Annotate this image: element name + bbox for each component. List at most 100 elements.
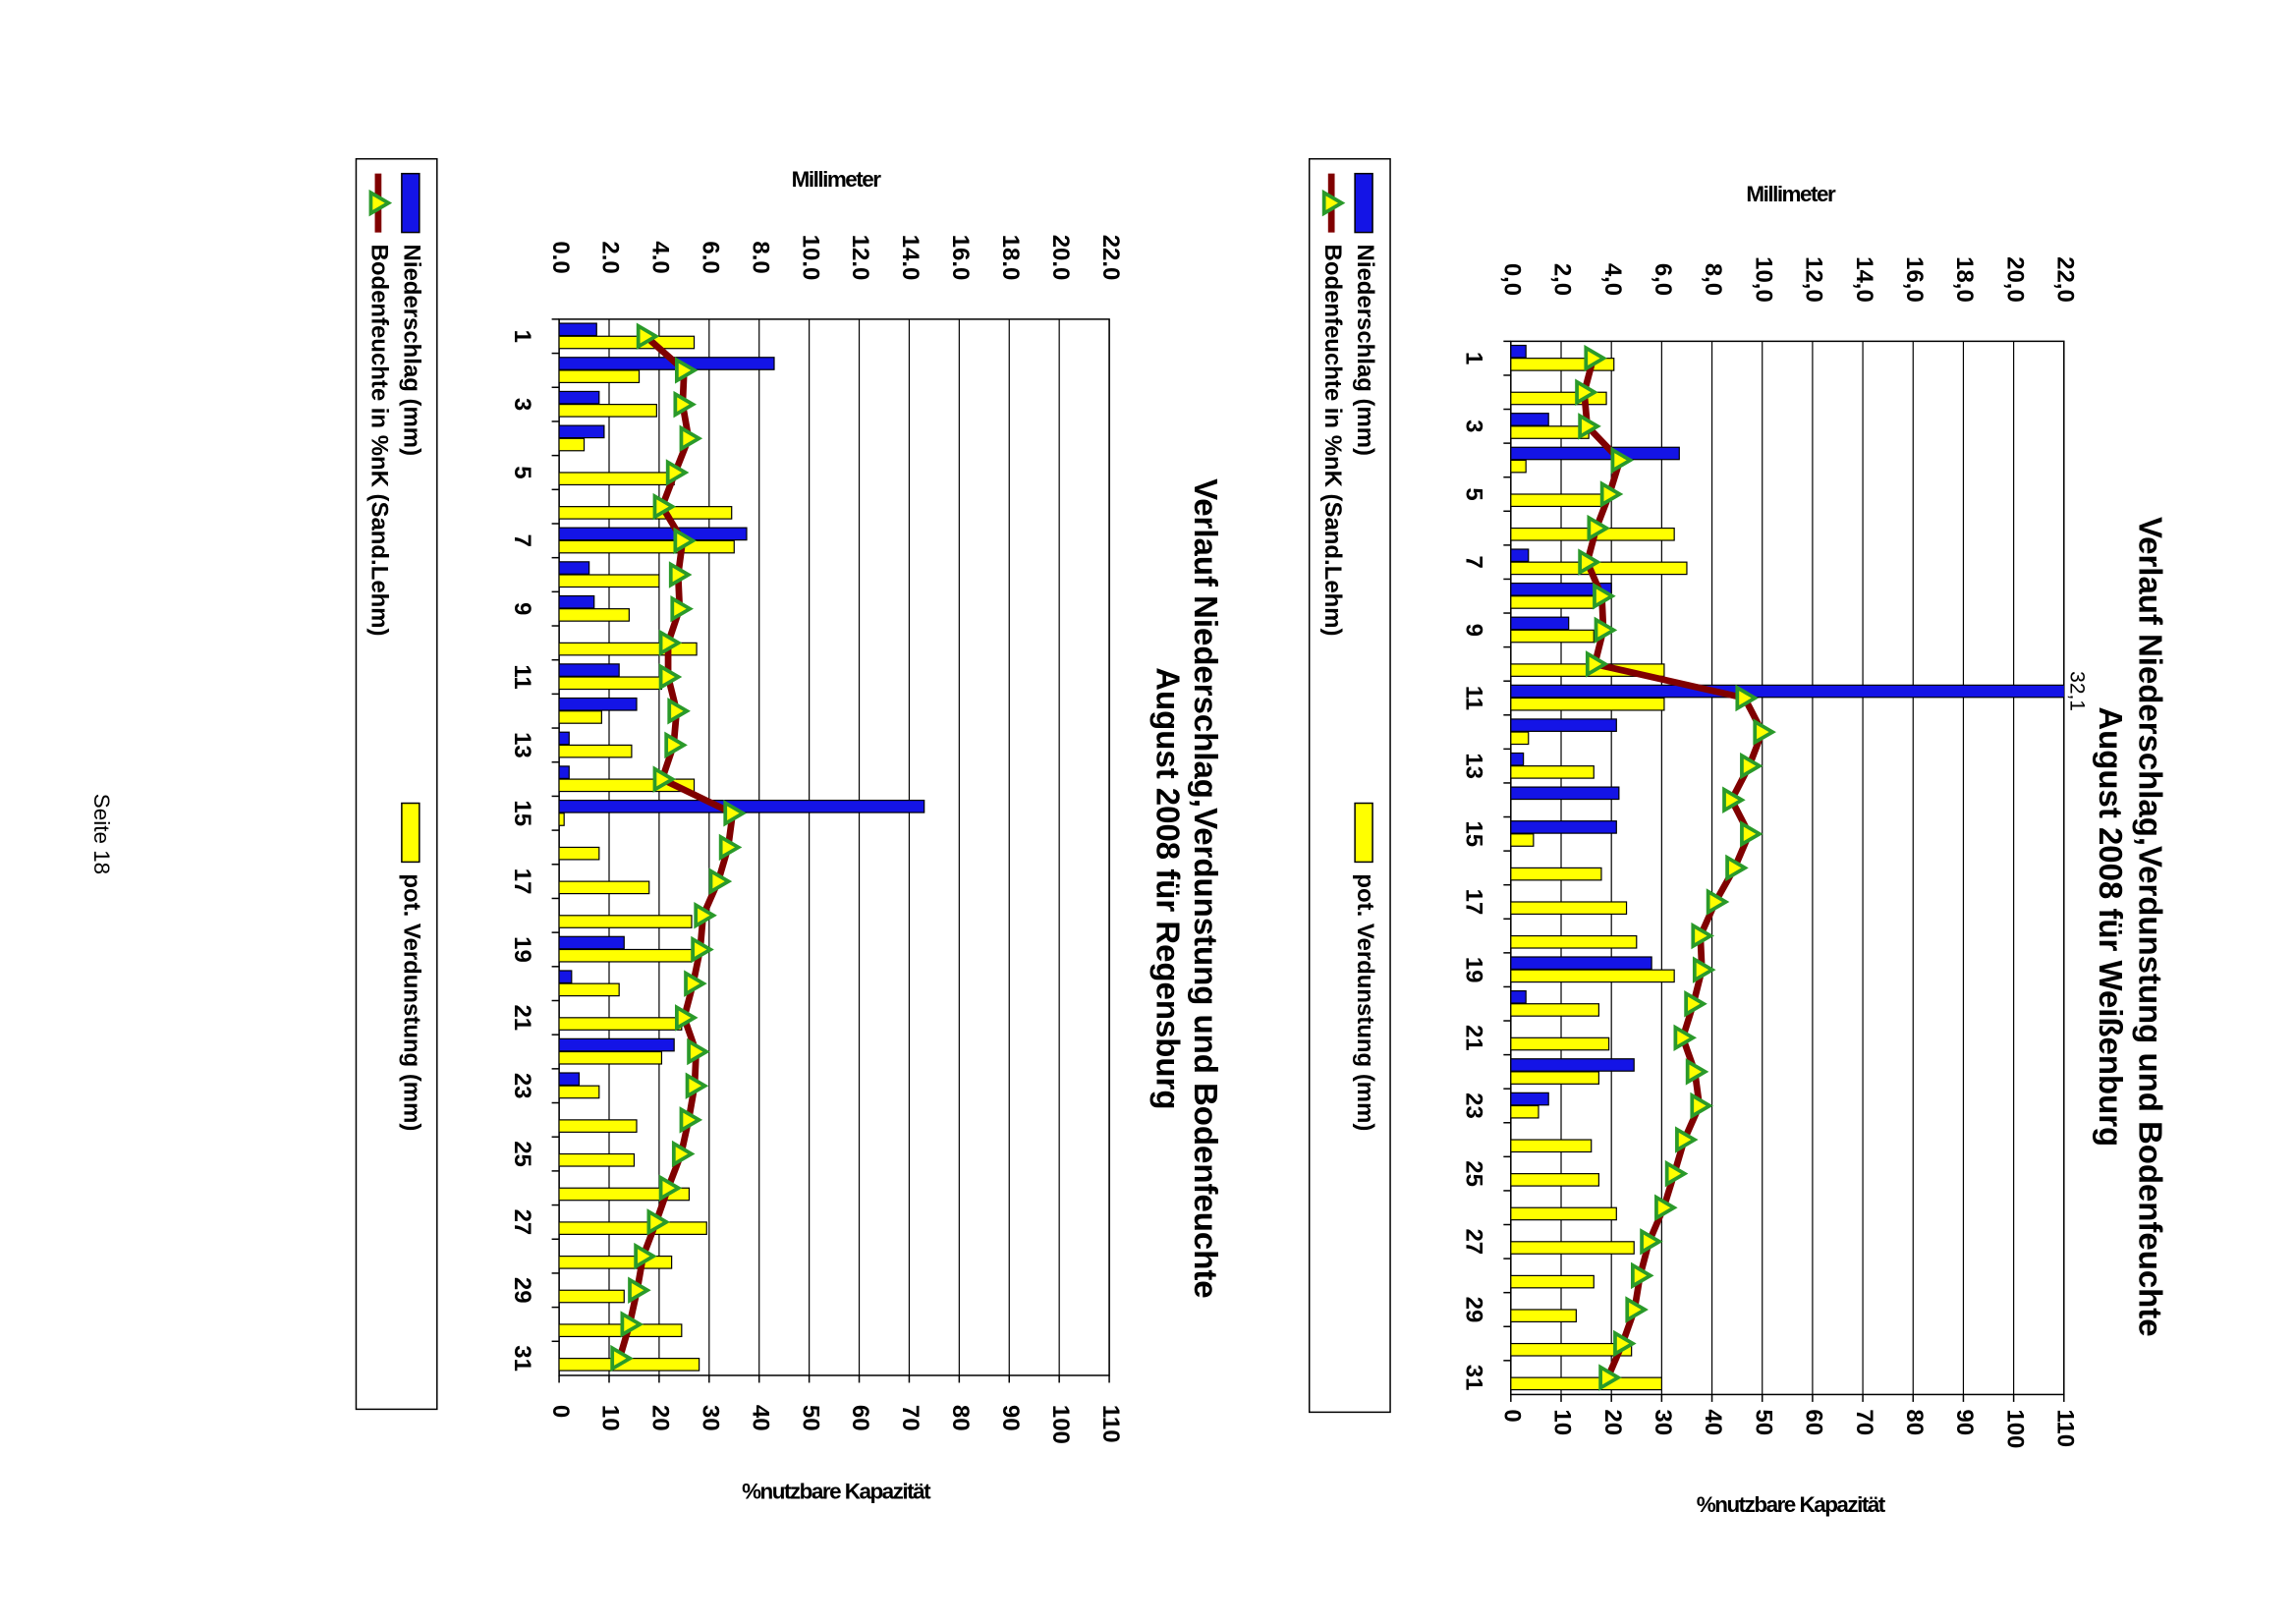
x-tick-label: 9 [509,602,535,615]
bar [559,539,735,554]
y-tick-label: 8,0 [1700,263,1726,296]
legend-marker [368,189,393,217]
bar [1510,731,1530,746]
y-tick-label: 22.0 [1097,235,1124,281]
bar [559,594,595,609]
x-tick-label: 31 [1461,1365,1487,1391]
y-tick-label: 12.0 [847,235,873,281]
y2-tick-label: 10 [1549,1409,1576,1435]
moisture-marker [1740,752,1763,780]
bar [1510,1104,1539,1119]
x-tick-label: 13 [509,732,535,758]
moisture-marker [1610,446,1635,475]
bar [559,948,693,963]
y-tick-label: 4,0 [1599,263,1626,296]
moisture-marker [636,322,660,350]
legend-marker [1321,189,1346,217]
y2-tick-label: 40 [1700,1409,1726,1435]
bar [1510,833,1535,847]
moisture-marker [1631,1261,1654,1290]
bar [1510,989,1527,1004]
bar [1510,493,1605,508]
y-axis-title: Millimeter [1746,182,1836,206]
x-tick-label: 19 [1461,957,1487,983]
legend-swatch [401,172,420,234]
bar [1510,901,1628,916]
moisture-marker [1594,616,1618,644]
x-tick-label: 7 [1461,555,1487,568]
legend-label: Bodenfeuchte in %nK (Sand.Lehm) [366,245,393,637]
x-tick-label: 3 [509,398,535,411]
chart-title: Verlauf Niederschlag,Verdunstung und Bod… [1188,478,1224,1299]
bar [1510,1309,1577,1323]
moisture-marker [1578,413,1601,440]
bar [559,574,660,588]
bar [559,527,748,541]
moisture-marker [1735,684,1760,712]
x-tick-label: 23 [1461,1092,1487,1119]
value-label: 32,1 [2065,671,2088,711]
y2-tick-label: 30 [697,1405,723,1431]
y-tick-label: 6.0 [697,241,723,273]
x-tick-label: 21 [509,1005,535,1032]
y2-tick-label: 80 [947,1405,974,1431]
moisture-marker [679,424,703,453]
x-tick-label: 25 [1461,1160,1487,1187]
legend-label: Bodenfeuchte in %nK (Sand.Lehm) [1319,245,1346,637]
x-tick-label: 23 [509,1073,535,1099]
bar [559,608,630,622]
moisture-marker [665,459,690,486]
legend-swatch [1354,172,1373,234]
y2-tick-label: 90 [1951,1409,1978,1435]
y-tick-label: 4.0 [647,241,674,273]
y2-tick-label: 60 [1801,1409,1827,1435]
moisture-marker [1690,1092,1713,1120]
y2-tick-label: 60 [847,1405,873,1431]
y2-tick-label: 70 [897,1405,924,1431]
bar [559,322,597,337]
y2-tick-label: 20 [1599,1409,1626,1435]
y-tick-label: 16.0 [947,235,974,281]
y-tick-label: 8.0 [747,241,773,273]
bar [559,935,625,950]
bar [1510,1241,1635,1255]
legend-swatch [1354,802,1373,864]
x-tick-label: 15 [1461,820,1487,847]
y-tick-label: 10,0 [1750,256,1776,303]
moisture-marker [1725,854,1749,882]
y-tick-label: 12,0 [1801,256,1827,303]
bar [1510,765,1595,779]
bar [1510,629,1595,644]
x-tick-label: 15 [509,800,535,826]
bar [1510,934,1638,949]
moisture-marker [674,1004,699,1032]
bar [1510,1342,1633,1357]
bar [1510,344,1527,359]
bar [559,1017,683,1031]
bar [1510,1092,1549,1106]
bar [559,812,565,826]
moisture-marker [1599,480,1624,508]
y-tick-label: 2,0 [1549,263,1576,296]
bar [1510,548,1530,563]
moisture-marker [1675,1126,1699,1153]
moisture-marker [1684,989,1707,1018]
y-tick-label: 18,0 [1951,256,1978,303]
bar [559,390,600,405]
bar [559,424,605,439]
moisture-marker [1598,1364,1622,1391]
moisture-marker [1692,956,1716,983]
bar [559,1152,636,1167]
moisture-marker [673,527,698,555]
moisture-marker [708,868,733,895]
moisture-marker [1722,786,1746,813]
moisture-marker [679,1106,703,1134]
bar [1510,1139,1593,1153]
moisture-marker [1706,888,1730,916]
y-tick-label: 22,0 [2051,256,2078,303]
moisture-marker [671,1140,696,1168]
y-tick-label: 18.0 [997,235,1024,281]
x-tick-label: 1 [1461,352,1487,364]
bar [1510,1173,1599,1187]
x-tick-label: 19 [509,936,535,963]
